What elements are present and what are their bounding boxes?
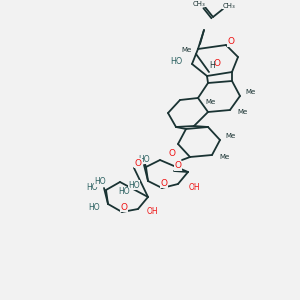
Text: Me: Me <box>237 109 247 115</box>
Text: HO: HO <box>86 184 98 193</box>
Text: HO: HO <box>128 181 140 190</box>
Text: Me: Me <box>245 89 255 95</box>
Text: Me: Me <box>181 47 191 53</box>
Text: OH: OH <box>146 208 158 217</box>
Text: HO: HO <box>88 203 100 212</box>
Text: O: O <box>214 59 220 68</box>
Text: H: H <box>209 61 215 70</box>
Text: Me: Me <box>205 99 215 105</box>
Text: CH₃: CH₃ <box>193 1 206 7</box>
Text: O: O <box>169 149 176 158</box>
Text: Me: Me <box>225 133 235 139</box>
Text: O: O <box>134 158 142 167</box>
Text: OH: OH <box>188 182 200 191</box>
Text: CH₃: CH₃ <box>223 3 236 9</box>
Text: HO: HO <box>118 188 130 196</box>
Text: O: O <box>227 38 235 46</box>
Text: O: O <box>121 202 128 211</box>
Text: O: O <box>175 161 182 170</box>
Text: HO: HO <box>170 58 182 67</box>
Text: Me: Me <box>219 154 229 160</box>
Text: HO: HO <box>94 178 106 187</box>
Text: O: O <box>160 178 167 188</box>
Text: HO: HO <box>138 154 150 164</box>
